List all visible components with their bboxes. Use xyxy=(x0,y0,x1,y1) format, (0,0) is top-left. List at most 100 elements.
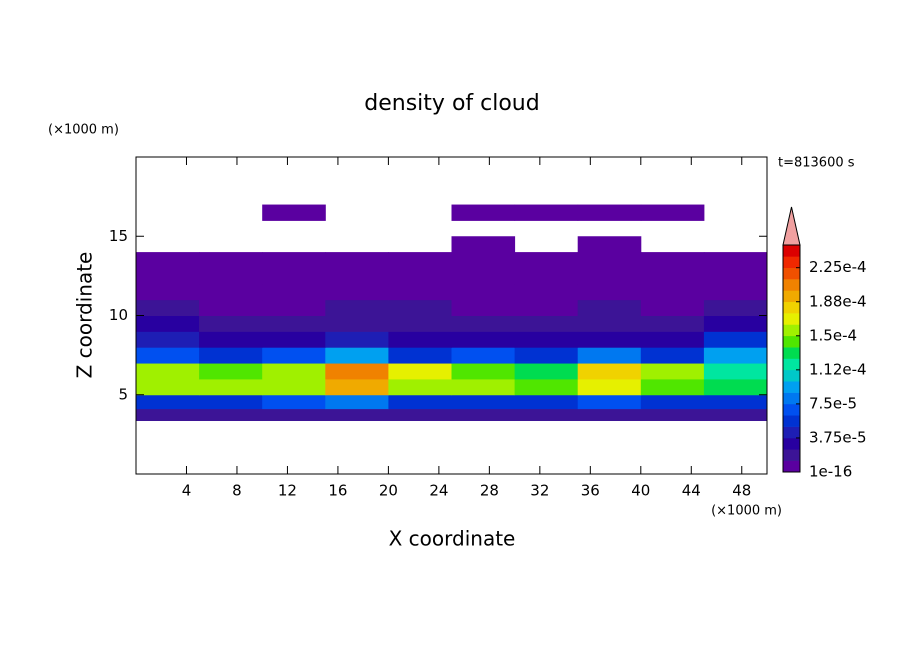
colorbar-band xyxy=(783,279,800,291)
contour-cell xyxy=(703,347,768,364)
x-tick-label: 20 xyxy=(379,482,398,500)
contour-cell xyxy=(640,315,705,332)
contour-cell xyxy=(451,252,516,269)
colorbar-band xyxy=(783,347,800,359)
colorbar-tick-label: 7.5e-5 xyxy=(809,394,857,412)
contour-cell xyxy=(199,267,263,285)
contour-cell xyxy=(325,315,389,332)
colorbar-band xyxy=(783,392,800,405)
contour-cell xyxy=(136,347,200,364)
contour-cell xyxy=(577,299,642,316)
contour-cell xyxy=(388,283,452,301)
colorbar-tick-label: 1.5e-4 xyxy=(809,326,857,344)
contour-cell xyxy=(136,331,200,348)
colorbar-band xyxy=(783,256,800,268)
contour-cell xyxy=(451,236,516,253)
contour-cell xyxy=(451,408,516,422)
colorbar-extend xyxy=(782,206,801,246)
contour-cell xyxy=(136,408,200,422)
contour-cell xyxy=(577,394,642,410)
contour-cell xyxy=(451,299,516,316)
contour-cell xyxy=(325,408,389,422)
contour-cell xyxy=(388,347,452,364)
contour-cell xyxy=(451,204,516,221)
contour-cell xyxy=(640,331,705,348)
contour-cell xyxy=(388,315,452,332)
contour-cell xyxy=(136,252,200,269)
colorbar-tick-label: 1.12e-4 xyxy=(809,360,867,378)
x-tick-label: 24 xyxy=(429,482,448,500)
contour-cell xyxy=(325,347,389,364)
contour-cell xyxy=(514,204,579,221)
contour-cell xyxy=(325,331,389,348)
contour-cell xyxy=(325,363,389,380)
contour-cell xyxy=(199,378,263,396)
colorbar-band xyxy=(783,369,800,382)
contour-cell xyxy=(262,299,326,316)
colorbar-band xyxy=(783,313,800,325)
contour-cell xyxy=(640,394,705,410)
contour-cell xyxy=(262,204,326,221)
contour-cell xyxy=(388,331,452,348)
contour-cell xyxy=(577,236,642,253)
colorbar-tick-label: 2.25e-4 xyxy=(809,258,867,276)
contour-cell xyxy=(325,267,389,285)
contour-cell xyxy=(199,363,263,380)
contour-cell xyxy=(577,252,642,269)
x-tick-label: 28 xyxy=(480,482,499,500)
time-label: t=813600 s xyxy=(778,156,855,171)
y-axis-label: Z coordinate xyxy=(73,252,97,379)
colorbar-band xyxy=(783,335,800,348)
x-tick-label: 8 xyxy=(232,482,242,500)
contour-cell xyxy=(199,408,263,422)
contour-cell xyxy=(640,204,705,221)
contour-cell xyxy=(514,267,579,285)
contour-cell xyxy=(262,363,326,380)
colorbar-band xyxy=(783,460,800,473)
contour-cell xyxy=(640,347,705,364)
contour-cell xyxy=(577,363,642,380)
contour-cell xyxy=(451,363,516,380)
colorbar-tick-label: 1e-16 xyxy=(809,463,852,481)
x-tick-label: 40 xyxy=(631,482,650,500)
contour-cell xyxy=(136,283,200,301)
contour-cell xyxy=(262,394,326,410)
colorbar-tick-label: 1.88e-4 xyxy=(809,292,867,310)
x-tick-label: 12 xyxy=(278,482,297,500)
contour-cell xyxy=(703,315,768,332)
colorbar-band xyxy=(783,403,800,416)
contour-cell xyxy=(136,299,200,316)
contour-cell xyxy=(451,283,516,301)
contour-cell xyxy=(514,347,579,364)
chart-title: density of cloud xyxy=(364,91,539,116)
colorbar-band xyxy=(783,245,800,257)
contour-cell xyxy=(199,394,263,410)
contour-cell xyxy=(577,347,642,364)
contour-cell xyxy=(640,283,705,301)
contour-cell xyxy=(199,315,263,332)
contour-cell xyxy=(262,378,326,396)
colorbar-band xyxy=(783,449,800,461)
contour-cell xyxy=(514,315,579,332)
x-tick-label: 36 xyxy=(581,482,600,500)
colorbar-band xyxy=(783,267,800,280)
contour-cell xyxy=(514,283,579,301)
contour-cell xyxy=(577,204,642,221)
contour-cell xyxy=(703,394,768,410)
contour-cell xyxy=(451,267,516,285)
contour-cell xyxy=(640,267,705,285)
colorbar-band xyxy=(783,426,800,439)
colorbar-band xyxy=(783,324,800,337)
contour-cell xyxy=(514,394,579,410)
x-tick-label: 32 xyxy=(530,482,549,500)
contour-cell xyxy=(451,347,516,364)
contour-cell xyxy=(703,331,768,348)
contour-cell xyxy=(388,378,452,396)
contour-cell xyxy=(577,331,642,348)
colorbar-band xyxy=(783,290,800,303)
x-unit: (×1000 m) xyxy=(711,504,782,519)
contour-cell xyxy=(514,299,579,316)
contour-cell xyxy=(514,331,579,348)
contour-cell xyxy=(514,408,579,422)
contour-cell xyxy=(388,408,452,422)
